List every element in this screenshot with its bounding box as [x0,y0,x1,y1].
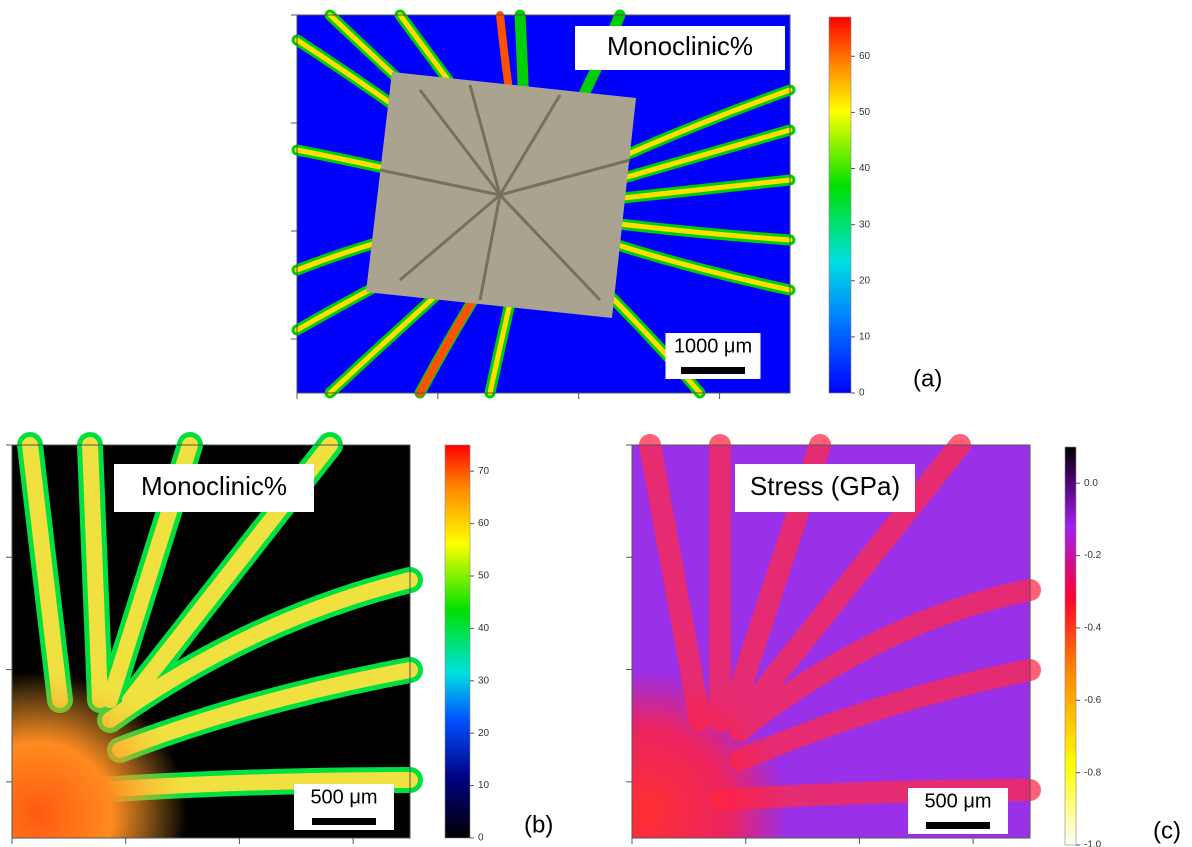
colorbar-tick-label: 60 [478,518,490,529]
panel-title: Stress (GPa) [750,471,900,501]
colorbar-tick-label: 20 [859,275,871,286]
panel-label: (b) [524,811,553,838]
colorbar-tick-label: 0 [478,833,484,844]
colorbar-tick-label: 40 [478,623,490,634]
scale-bar-label: 500 μm [310,786,377,808]
colorbar [829,17,851,393]
colorbar-tick-label: 20 [478,728,490,739]
panel-label: (c) [1153,817,1181,844]
colorbar-tick-label: 70 [478,466,490,477]
colorbar-tick-label: -0.2 [1084,550,1102,561]
scale-bar [681,367,745,374]
scale-bar [926,822,990,829]
colorbar-tick-label: 60 [859,51,871,62]
scale-bar-label: 1000 μm [674,335,752,357]
colorbar-tick-label: -1.0 [1084,840,1102,847]
colorbar-tick-label: -0.6 [1084,695,1102,706]
scale-bar-label: 500 μm [924,790,991,812]
panel-title: Monoclinic% [607,31,753,61]
colorbar-tick-label: 50 [478,571,490,582]
colorbar [445,445,470,838]
colorbar-tick-label: -0.4 [1084,623,1102,634]
scale-bar [312,818,376,825]
figure: Monoclinic% 1000 μm (a) 0 10 20 30 40 50 60 Monocl… [0,0,1192,847]
colorbar-tick-label: 30 [478,675,490,686]
colorbar-tick-label: 10 [478,780,490,791]
colorbar-tick-label: 0.0 [1084,478,1098,489]
colorbar [1065,447,1076,845]
panel-label: (a) [913,365,942,392]
colorbar-tick-label: -0.8 [1084,767,1102,778]
colorbar-tick-label: 0 [859,388,865,399]
colorbar-tick-label: 10 [859,332,871,343]
colorbar-tick-label: 50 [859,107,871,118]
panel-title: Monoclinic% [141,471,287,501]
colorbar-tick-label: 40 [859,163,871,174]
colorbar-tick-label: 30 [859,219,871,230]
